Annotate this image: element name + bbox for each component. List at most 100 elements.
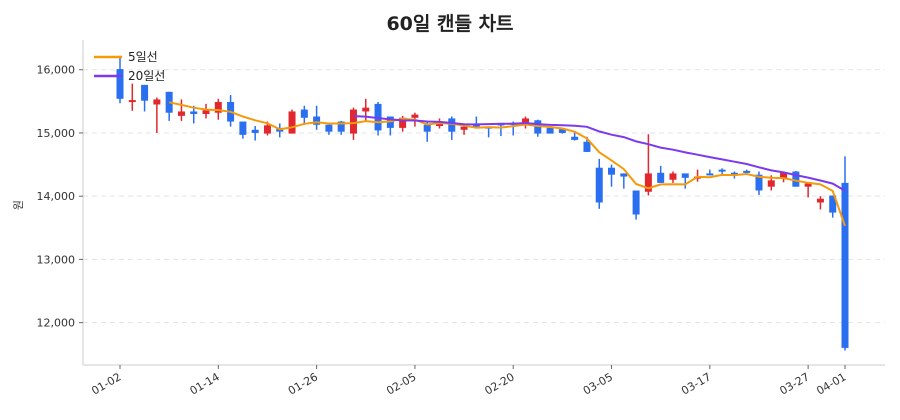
x-tick-label: 01-26 <box>286 370 320 397</box>
candle <box>177 99 185 121</box>
legend-label-ma5: 5일선 <box>128 50 158 64</box>
candle-body <box>804 183 812 187</box>
candle-body <box>239 121 247 135</box>
x-tick-label: 01-02 <box>89 370 123 397</box>
x-tick-label: 02-20 <box>483 370 517 397</box>
candle-body <box>841 182 849 348</box>
candle <box>202 103 210 119</box>
candle-body <box>141 84 149 101</box>
candle <box>165 91 173 121</box>
candle <box>829 195 837 218</box>
candle-body <box>644 173 652 192</box>
candle-body <box>792 171 800 187</box>
candle <box>300 105 308 125</box>
y-tick-label: 14,000 <box>37 190 76 203</box>
candle-body <box>263 125 271 134</box>
candle <box>718 168 726 175</box>
candle-body <box>755 174 763 191</box>
candle <box>816 196 824 210</box>
y-tick-label: 12,000 <box>37 317 76 330</box>
candle-body <box>251 129 259 133</box>
candle-body <box>423 124 431 132</box>
candle-body <box>681 173 689 178</box>
candle-body <box>767 180 775 187</box>
candle-body <box>522 118 530 123</box>
candle-body <box>313 116 321 125</box>
candle <box>608 164 616 187</box>
candle-body <box>583 141 591 152</box>
candle-body <box>571 136 579 140</box>
candle-body <box>337 121 345 132</box>
candle-body <box>632 190 640 215</box>
candle <box>116 55 124 104</box>
candle-body <box>190 111 198 114</box>
candles <box>116 55 849 351</box>
candle-body <box>472 124 480 127</box>
x-tick-label: 03-27 <box>777 370 811 397</box>
candle-body <box>165 91 173 113</box>
candle-body <box>349 109 357 134</box>
y-axis-label: 원 <box>12 200 25 210</box>
candle <box>251 125 259 141</box>
candle-body <box>411 114 419 118</box>
candle <box>472 116 480 128</box>
candle-body <box>620 173 628 177</box>
candle-body <box>669 173 677 180</box>
candle-body <box>829 195 837 213</box>
candle-body <box>657 172 665 183</box>
candle <box>694 169 702 182</box>
x-tick-label: 03-05 <box>581 370 615 397</box>
candle-body <box>214 101 222 113</box>
candle <box>669 171 677 183</box>
candle <box>632 190 640 220</box>
candle-body <box>288 111 296 134</box>
candle <box>448 116 456 140</box>
candle-body <box>730 172 738 175</box>
candle-body <box>153 99 161 105</box>
legend: 5일선 20일선 <box>94 50 165 83</box>
moving-average-lines <box>168 101 846 227</box>
candle-body <box>780 172 788 179</box>
y-tick-label: 15,000 <box>37 127 76 140</box>
x-tick-label: 02-05 <box>384 370 418 397</box>
y-tick-label: 16,000 <box>37 64 76 77</box>
candle <box>804 183 812 198</box>
candle <box>362 98 370 122</box>
grid-lines <box>83 69 885 324</box>
candle <box>571 132 579 141</box>
axes: 12,000 13,000 14,000 15,000 16,000 01-02 01-14… <box>37 40 885 398</box>
x-tick-label: 01-14 <box>188 370 222 397</box>
candle <box>313 105 321 130</box>
ma20-line <box>353 115 846 192</box>
ma5-line <box>168 101 846 227</box>
x-tick-label: 04-01 <box>814 370 848 397</box>
legend-label-ma20: 20일선 <box>128 69 165 83</box>
candle-body <box>177 111 185 116</box>
candle-body <box>595 167 603 203</box>
candle-body <box>116 69 124 99</box>
candle-body <box>300 109 308 118</box>
candle <box>288 109 296 134</box>
candle-body <box>743 170 751 173</box>
candle <box>755 171 763 195</box>
candle <box>681 173 689 189</box>
candle <box>153 97 161 133</box>
candle <box>276 123 284 138</box>
candle <box>657 165 665 183</box>
candle-body <box>325 124 333 132</box>
candle-body <box>558 129 566 133</box>
candle-body <box>435 122 443 126</box>
candle <box>792 170 800 187</box>
candle-body <box>706 173 714 176</box>
candle <box>497 123 505 137</box>
candle-body <box>128 100 136 103</box>
candle-body <box>202 110 210 114</box>
candle-body <box>546 127 554 134</box>
chart-title: 60일 캔들 차트 <box>386 13 514 35</box>
candle <box>141 84 149 112</box>
candle <box>460 126 468 135</box>
candle <box>841 156 849 351</box>
candle <box>706 169 714 176</box>
candle-body <box>718 169 726 172</box>
